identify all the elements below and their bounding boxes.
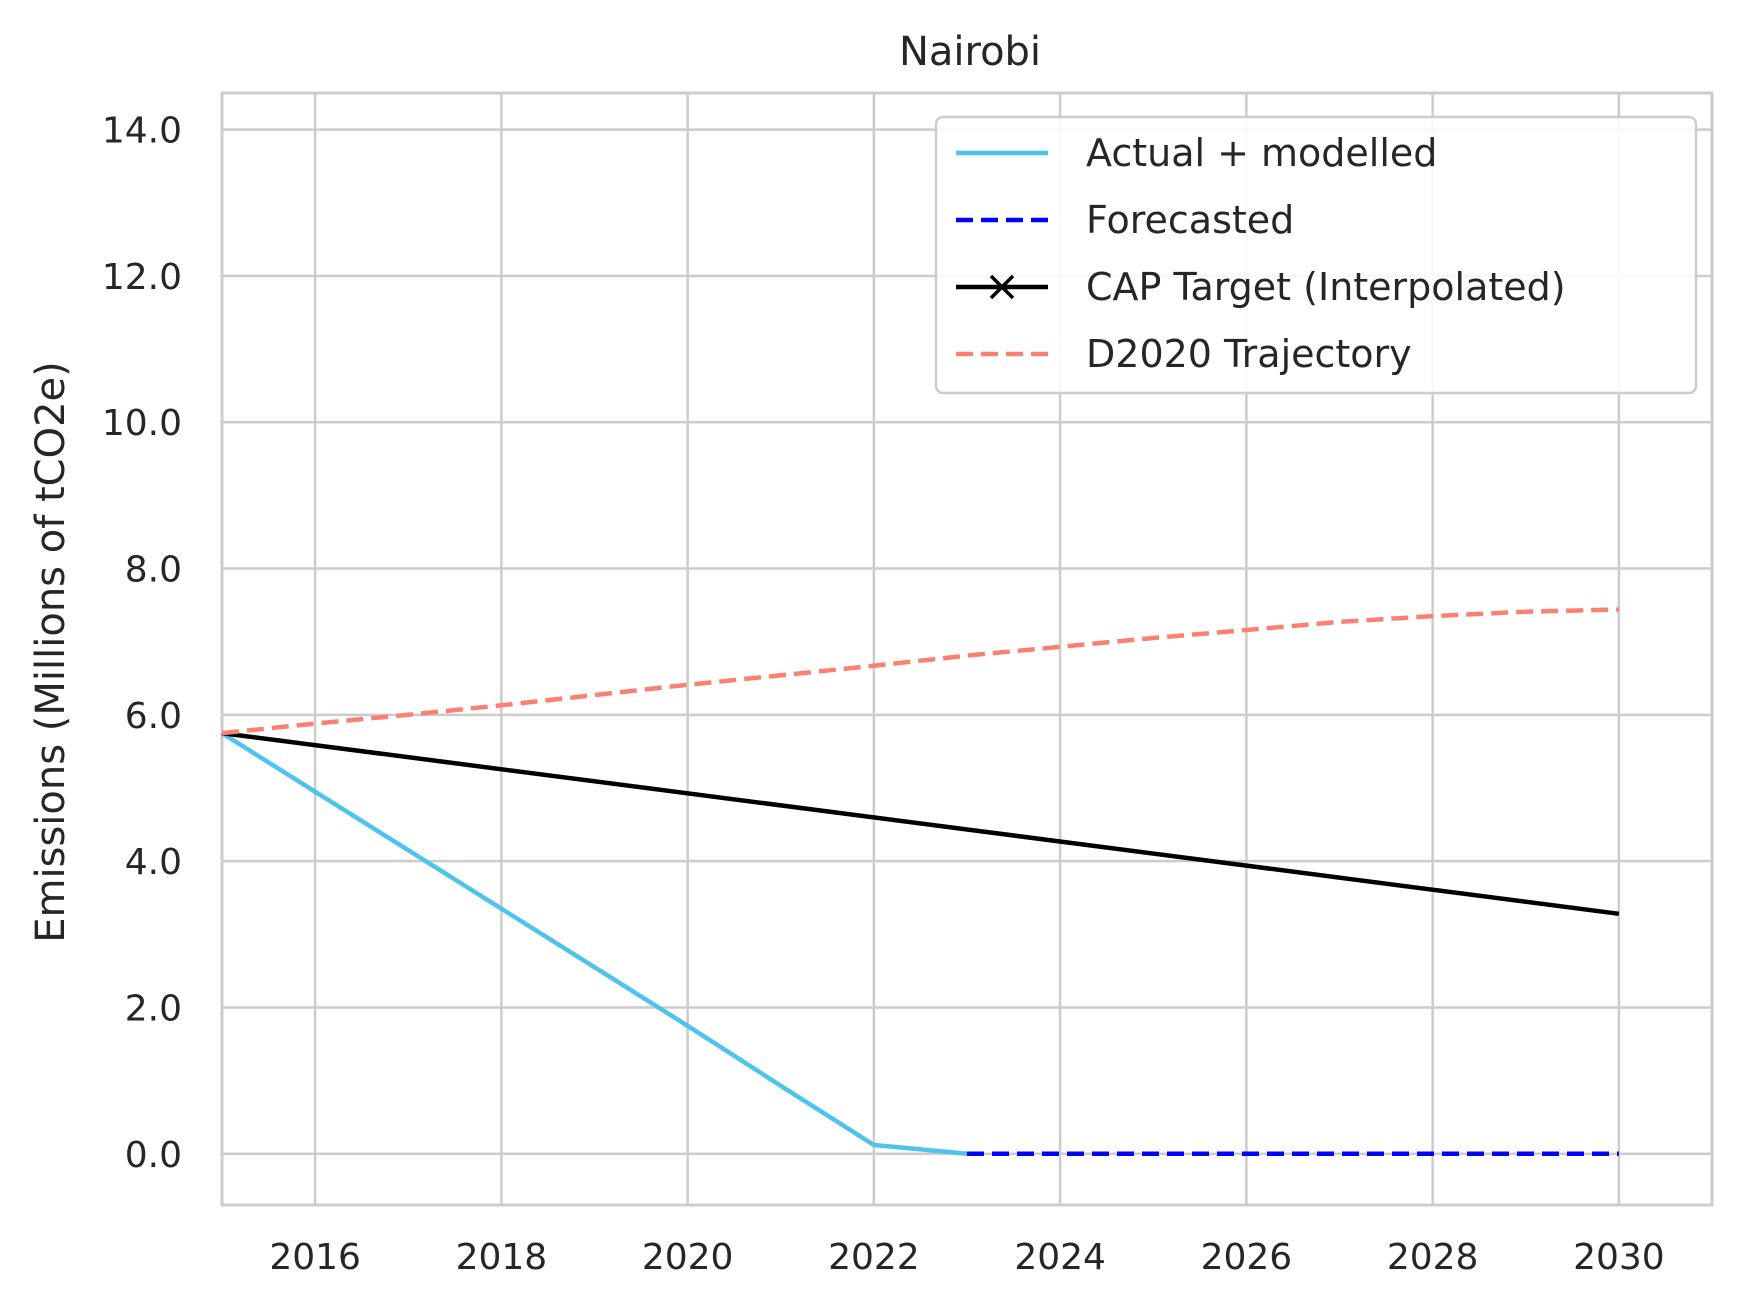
y-tick-label: 12.0 — [102, 257, 182, 298]
y-tick-label: 14.0 — [102, 111, 182, 152]
y-tick-label: 2.0 — [125, 988, 182, 1029]
x-tick-label: 2020 — [642, 1237, 734, 1278]
x-tick-label: 2022 — [828, 1237, 920, 1278]
series-line-actual-modelled — [220, 731, 968, 1157]
x-tick-label: 2028 — [1387, 1237, 1479, 1278]
y-tick-label: 6.0 — [125, 696, 182, 737]
series-line-d2020-trajectory — [221, 607, 1619, 736]
series-line-cap-target-interpolated — [221, 730, 1620, 917]
y-tick-label: 0.0 — [125, 1135, 182, 1176]
legend-box — [934, 115, 1698, 395]
y-tick-label: 8.0 — [125, 550, 182, 591]
x-tick-label: 2026 — [1201, 1237, 1293, 1278]
legend: Actual + modelled Forecasted CAP Target (I… — [934, 115, 1698, 395]
plot-frame — [220, 91, 1714, 1207]
series-layer — [220, 607, 1620, 1157]
legend-marker-x-icon — [989, 274, 1015, 300]
chart-title: Nairobi — [899, 29, 1041, 75]
legend-label: D2020 Trajectory — [1086, 332, 1412, 376]
y-tick-label: 10.0 — [102, 403, 182, 444]
x-tick-label: 2018 — [456, 1237, 548, 1278]
y-axis-title: Emissions (Millions of tCO2e) — [28, 361, 74, 943]
y-tick-label: 4.0 — [125, 842, 182, 883]
y-tick-labels: 0.0 2.0 4.0 6.0 8.0 10.0 12.0 14.0 — [102, 111, 182, 1176]
x-tick-label: 2030 — [1573, 1237, 1665, 1278]
legend-label: CAP Target (Interpolated) — [1086, 265, 1566, 309]
x-tick-label: 2024 — [1014, 1237, 1106, 1278]
legend-label: Actual + modelled — [1086, 131, 1437, 175]
x-tick-labels: 2016 2018 2020 2022 2024 2026 2028 2030 — [269, 1237, 1664, 1278]
x-tick-label: 2016 — [269, 1237, 361, 1278]
legend-label: Forecasted — [1086, 198, 1294, 242]
